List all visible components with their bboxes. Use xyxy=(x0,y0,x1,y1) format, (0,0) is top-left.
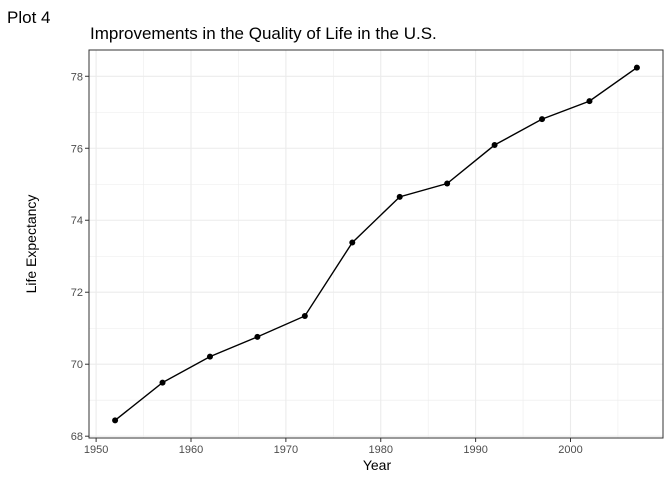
data-point xyxy=(633,64,640,71)
data-point xyxy=(396,193,403,200)
x-tick-label: 1950 xyxy=(84,444,108,456)
y-tick-label: 72 xyxy=(71,287,83,299)
grid-minor xyxy=(89,50,663,438)
data-point xyxy=(539,116,546,123)
y-tick-label: 70 xyxy=(71,359,83,371)
data-point xyxy=(254,333,261,340)
y-tick-label: 68 xyxy=(71,431,83,443)
data-point xyxy=(112,417,119,424)
x-axis-ticks: 1950 1960 1970 1980 1990 2000 xyxy=(84,438,583,456)
plot-panel-border xyxy=(88,49,664,439)
y-tick-label: 78 xyxy=(71,71,83,83)
x-tick-label: 2000 xyxy=(558,444,582,456)
data-point xyxy=(159,379,166,386)
data-point xyxy=(586,98,593,105)
data-point xyxy=(301,312,308,319)
series-line xyxy=(114,67,638,421)
data-point xyxy=(349,239,356,246)
data-point xyxy=(491,142,498,149)
x-axis-label: Year xyxy=(363,457,392,473)
chart-title: Improvements in the Quality of Life in t… xyxy=(90,24,437,43)
y-axis-label: Life Expectancy xyxy=(23,195,39,294)
series-points-group xyxy=(112,64,640,424)
x-tick-label: 1990 xyxy=(463,444,487,456)
y-tick-label: 76 xyxy=(71,143,83,155)
series-line-group xyxy=(114,67,638,421)
y-tick-label: 74 xyxy=(71,215,83,227)
data-point xyxy=(206,353,213,360)
y-axis-ticks: 68 70 72 74 76 78 xyxy=(71,71,89,443)
grid-major xyxy=(89,50,663,438)
data-point xyxy=(444,180,451,187)
x-tick-label: 1960 xyxy=(179,444,203,456)
x-tick-label: 1980 xyxy=(369,444,393,456)
plot-tag: Plot 4 xyxy=(7,8,50,27)
x-tick-label: 1970 xyxy=(274,444,298,456)
